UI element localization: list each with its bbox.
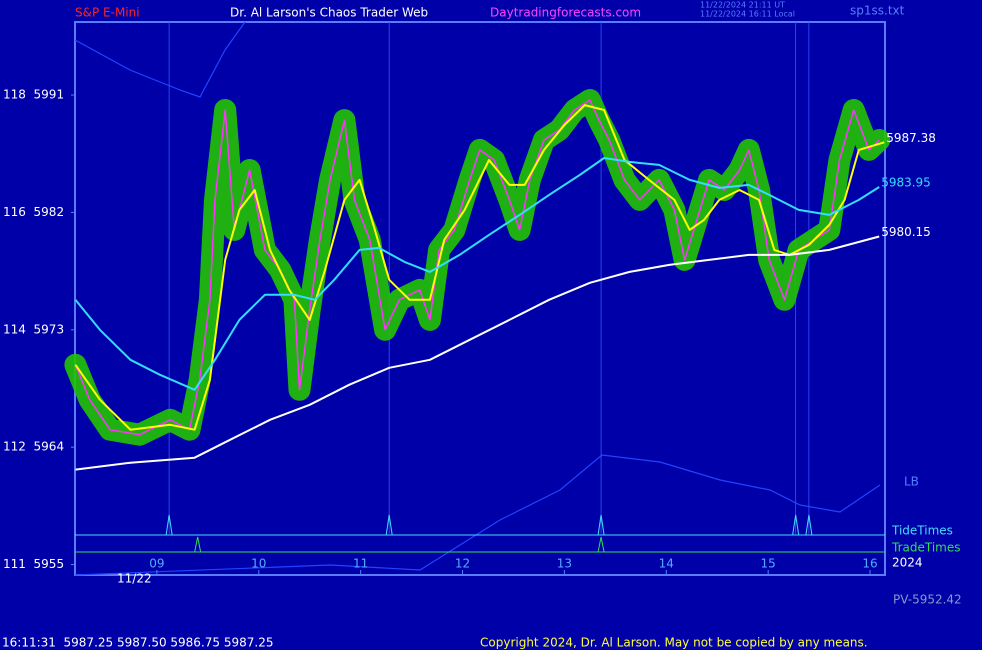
x-tick-label: 16 [862, 557, 877, 571]
chart-title: Dr. Al Larson's Chaos Trader Web [230, 6, 428, 20]
symbol: S&P E-Mini [75, 6, 140, 20]
copyright: Copyright 2024, Dr. Al Larson. May not b… [480, 636, 868, 650]
status: 16:11:31 5987.25 5987.50 5986.75 5987.25 [2, 636, 273, 650]
tide-spike [597, 514, 605, 536]
series-line [74, 104, 885, 431]
tide-spike [165, 514, 173, 536]
trade-label: TradeTimes [891, 541, 960, 555]
price-glow [64, 89, 891, 446]
end-label: 5983.95 [881, 175, 931, 189]
indicator-line-top [74, 21, 246, 98]
y-tick-label: 111 5955 [3, 557, 64, 571]
time-local: 11/22/2024 16:11 Local [700, 10, 795, 19]
site: Daytradingforecasts.com [490, 6, 641, 20]
y-tick-label: 112 5964 [3, 440, 64, 454]
series-line [75, 235, 880, 471]
tide-spike [805, 514, 813, 536]
end-label: 5980.15 [881, 225, 931, 239]
x-tick-label: 12 [455, 557, 470, 571]
year: 2024 [892, 556, 923, 570]
plot-frame [74, 21, 886, 576]
x-tick-label: 14 [659, 557, 674, 571]
x-tick-label: 09 [149, 557, 164, 571]
x-tick-label: 15 [761, 557, 776, 571]
y-tick-label: 118 5991 [3, 88, 64, 102]
y-tick-label: 114 5973 [3, 322, 64, 336]
x-tick-label: 10 [251, 557, 266, 571]
series-line [74, 99, 880, 436]
trade-spike [194, 536, 202, 553]
end-label: 5987.38 [886, 131, 936, 145]
y-tick-label: 116 5982 [3, 205, 64, 219]
tide-spike [792, 514, 800, 536]
trade-spike [597, 536, 605, 553]
time-ut: 11/22/2024 21:11 UT [700, 1, 785, 10]
series-line [74, 157, 880, 391]
x-tick-label: 13 [557, 557, 572, 571]
pv: PV-5952.42 [893, 593, 962, 607]
tide-label: TideTimes [891, 524, 953, 538]
date: 11/22 [117, 572, 152, 586]
indicator-line [74, 454, 881, 576]
tide-spike [385, 514, 393, 536]
indicator-label: LB [904, 475, 919, 489]
x-tick-label: 11 [353, 557, 368, 571]
file: sp1ss.txt [850, 4, 905, 18]
